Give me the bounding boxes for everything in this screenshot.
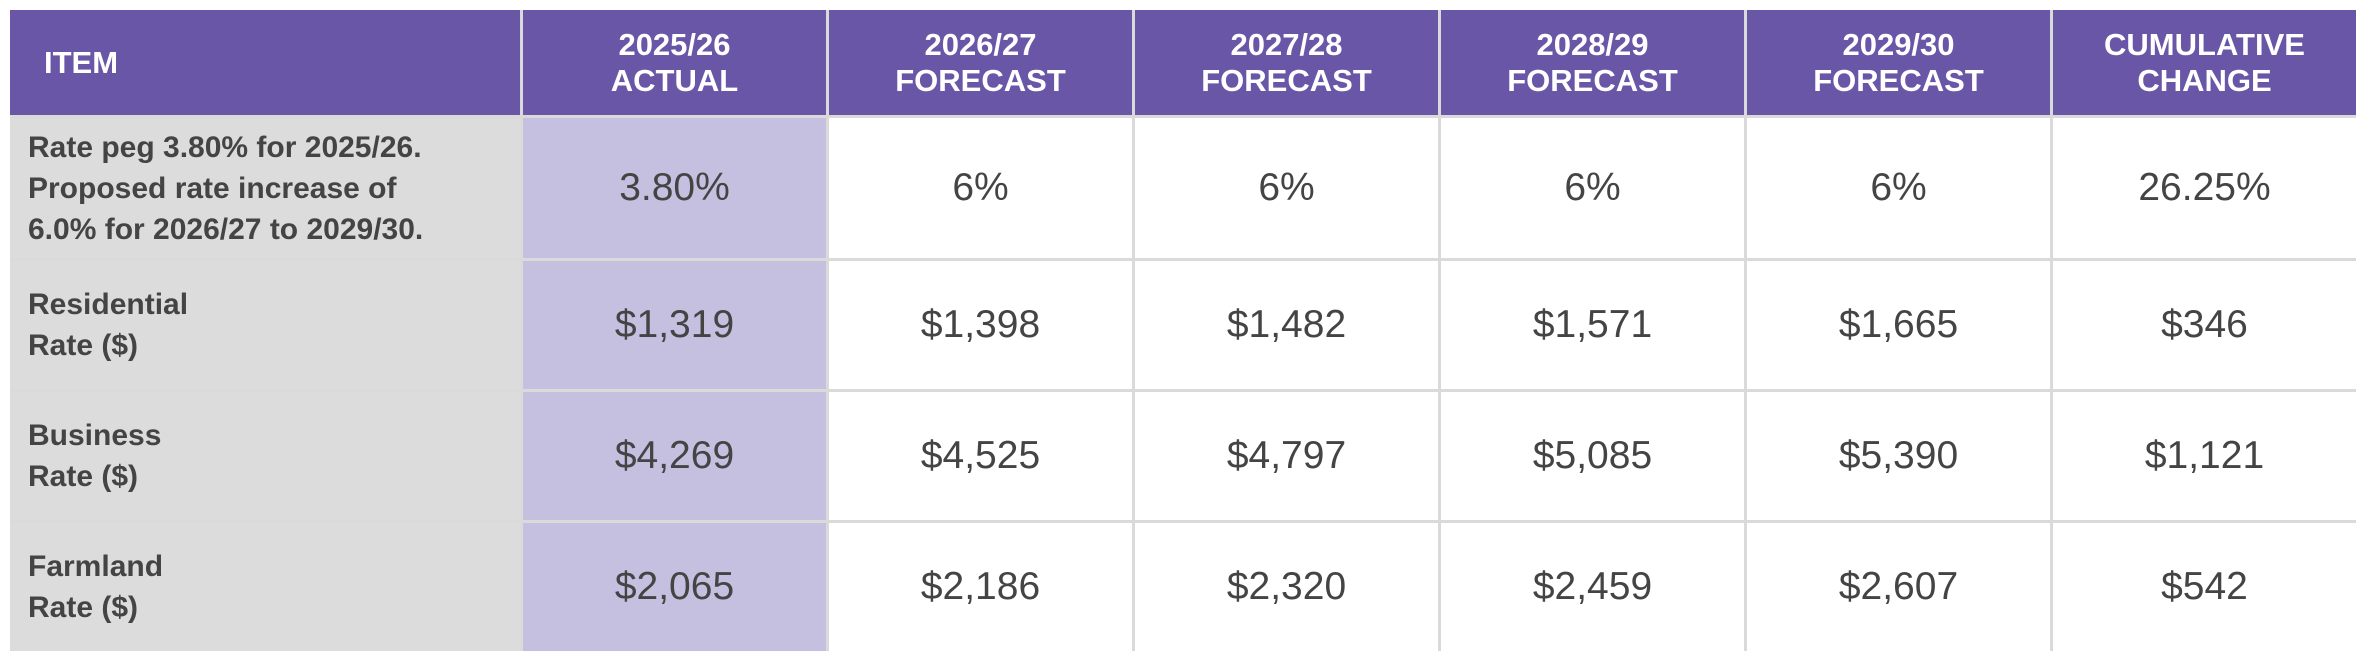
value-cell: $4,797 [1135,392,1438,520]
value-cell: $5,390 [1747,392,2050,520]
value-cell: 3.80% [523,118,826,258]
value-cell: 26.25% [2053,118,2356,258]
value-cell: $2,459 [1441,523,1744,651]
row-label: Rate peg 3.80% for 2025/26. Proposed rat… [10,118,520,258]
value-cell: 6% [1747,118,2050,258]
row-label: Residential Rate ($) [10,261,520,389]
value-cell: $1,571 [1441,261,1744,389]
value-cell: $346 [2053,261,2356,389]
value-cell: $2,607 [1747,523,2050,651]
value-cell: 6% [1135,118,1438,258]
value-cell: $1,665 [1747,261,2050,389]
row-label: Farmland Rate ($) [10,523,520,651]
header-cell: 2027/28 FORECAST [1135,10,1438,115]
rates-table: ITEM 2025/26 ACTUAL 2026/27 FORECAST 2027/2… [10,10,2356,651]
value-cell: $4,269 [523,392,826,520]
value-cell: 6% [1441,118,1744,258]
header-cell: 2025/26 ACTUAL [523,10,826,115]
header-cell: CUMULATIVE CHANGE [2053,10,2356,115]
value-cell: $1,121 [2053,392,2356,520]
header-cell: 2029/30 FORECAST [1747,10,2050,115]
value-cell: $5,085 [1441,392,1744,520]
value-cell: $4,525 [829,392,1132,520]
value-cell: $1,482 [1135,261,1438,389]
header-cell: 2028/29 FORECAST [1441,10,1744,115]
header-cell: 2026/27 FORECAST [829,10,1132,115]
row-label: Business Rate ($) [10,392,520,520]
header-cell: ITEM [10,10,520,115]
value-cell: $1,398 [829,261,1132,389]
value-cell: $2,186 [829,523,1132,651]
value-cell: 6% [829,118,1132,258]
value-cell: $2,320 [1135,523,1438,651]
value-cell: $542 [2053,523,2356,651]
value-cell: $1,319 [523,261,826,389]
value-cell: $2,065 [523,523,826,651]
